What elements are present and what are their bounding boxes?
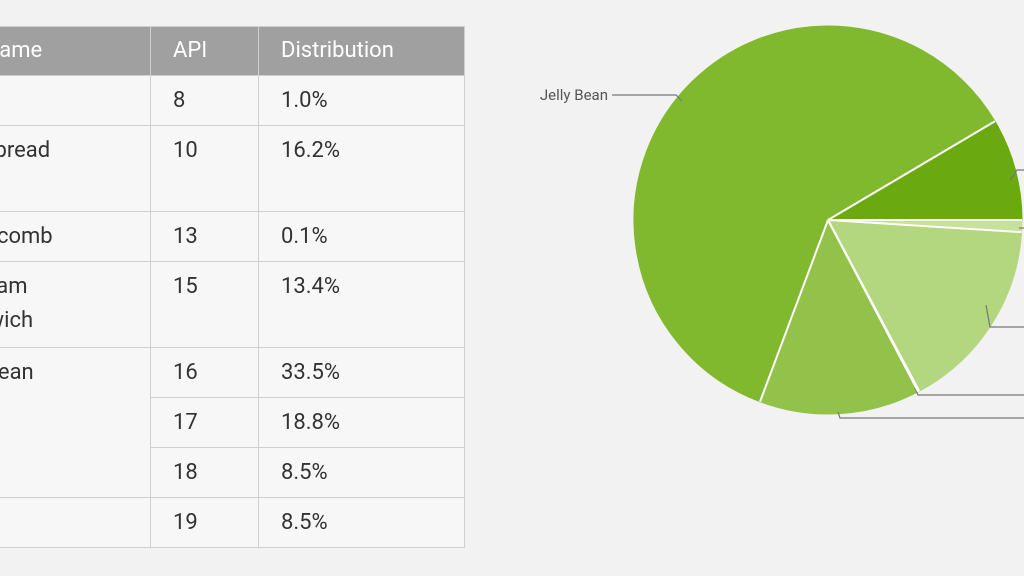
distribution-table: denameAPIDistribution yo81.0%gerbread101… (0, 26, 465, 548)
pie-slice (759, 218, 919, 415)
codename-text: ndwich (0, 308, 34, 333)
slice-label: Jelly Bean (540, 86, 608, 104)
distribution-cell: 8.5% (258, 497, 465, 548)
distribution-cell: 8.5% (258, 447, 465, 498)
leader-line (612, 94, 683, 102)
slice-separator (827, 120, 996, 221)
leader-line (1009, 169, 1024, 181)
codename-cell: neycomb (0, 211, 151, 262)
api-cell: 18 (150, 447, 259, 498)
distribution-cell: 13.4% (258, 261, 465, 348)
slice-separator (827, 219, 920, 393)
api-cell: 15 (150, 261, 259, 348)
pie-slice (826, 120, 1023, 221)
table-body: yo81.0%gerbread1016.2%neycomb130.1%Cream… (0, 75, 465, 548)
api-cell: 19 (150, 497, 259, 548)
codename-text: gerbread (0, 138, 51, 163)
pie-slice (826, 49, 996, 222)
pie-slice (827, 219, 1023, 392)
distribution-cell: 18.8% (258, 397, 465, 448)
table-row: 18 8.5% (0, 447, 465, 498)
api-cell: 8 (150, 75, 259, 126)
api-cell: 16 (150, 347, 259, 398)
header-cell: dename (0, 26, 151, 76)
pie-slice (705, 25, 923, 221)
distribution-cell: 33.5% (258, 347, 465, 398)
header-row: denameAPIDistribution (0, 26, 465, 76)
leader-line (914, 387, 1024, 396)
leader-line (985, 304, 1024, 328)
table-row: neycomb 130.1% (0, 211, 465, 262)
table-row: 17 18.8% (0, 397, 465, 448)
slice-separator (759, 219, 829, 403)
codename-text: neycomb (0, 224, 53, 249)
codename-cell: yo (0, 75, 151, 126)
distribution-cell: 0.1% (258, 211, 465, 262)
leader-line (837, 411, 1024, 419)
api-cell: 10 (150, 125, 259, 212)
pie-slice (633, 68, 829, 403)
leader-lines (612, 94, 1024, 419)
codename-text: ly Bean (0, 360, 34, 385)
codename-cell: ly Bean (0, 347, 151, 498)
codename-text: Cream (0, 274, 28, 299)
header-cell: Distribution (258, 26, 465, 76)
distribution-cell: 16.2% (258, 125, 465, 212)
codename-cell: Cream ndwich (0, 261, 151, 348)
codename-cell: Kat (0, 497, 151, 548)
slice-separator (827, 219, 1022, 234)
api-cell: 13 (150, 211, 259, 262)
codename-cell: gerbread (0, 125, 151, 212)
table-row: Kat198.5% (0, 497, 465, 548)
